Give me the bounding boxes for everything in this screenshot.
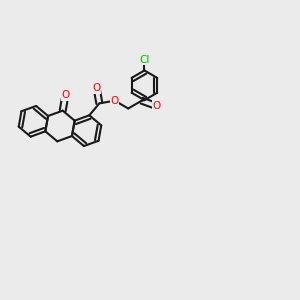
Text: O: O: [111, 96, 119, 106]
Text: O: O: [61, 90, 70, 100]
Text: O: O: [92, 83, 101, 93]
Text: O: O: [152, 101, 160, 111]
Text: Cl: Cl: [139, 55, 150, 64]
